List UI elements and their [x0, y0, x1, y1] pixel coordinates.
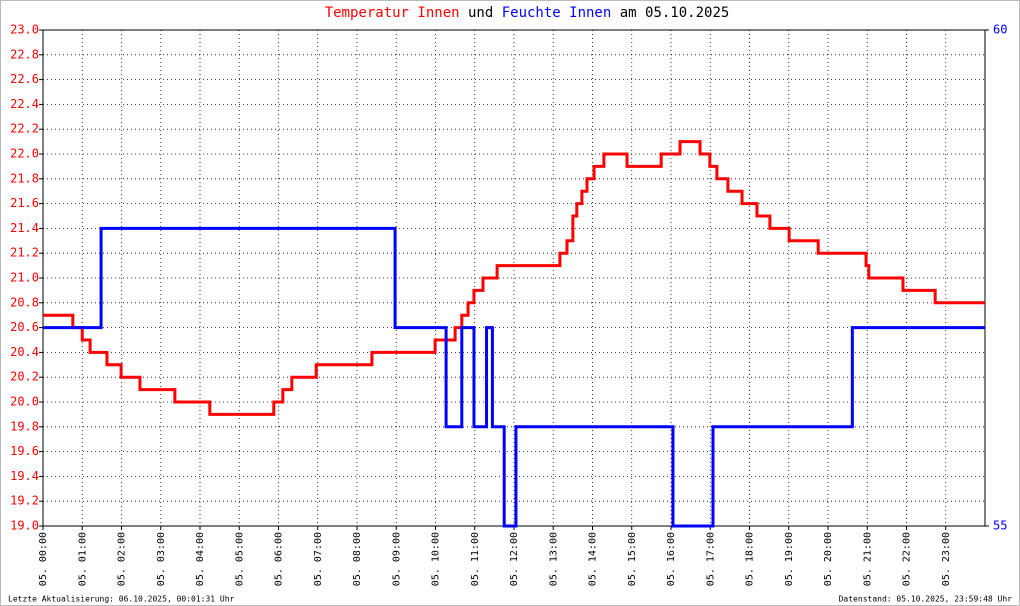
x-tick-label: 05. 09:00: [391, 532, 402, 586]
y-tick-label: 22.8: [10, 47, 39, 61]
y-tick-label: 20.0: [10, 395, 39, 409]
y-tick-label: 20.8: [10, 295, 39, 309]
x-tick-label: 05. 07:00: [313, 532, 324, 586]
x-tick-label: 05. 23:00: [941, 532, 952, 586]
y-tick-label: 19.6: [10, 444, 39, 458]
x-tick-label: 05. 15:00: [627, 532, 638, 586]
x-tick-label: 05. 00:00: [38, 532, 49, 586]
x-tick-label: 05. 11:00: [470, 532, 481, 586]
title-date: am 05.10.2025: [620, 5, 730, 21]
series-line: [43, 140, 985, 416]
y-tick-label: 20.2: [10, 370, 39, 384]
x-tick-label: 05. 17:00: [705, 532, 716, 586]
y-tick-label: 21.2: [10, 246, 39, 260]
y-tick-label: 19.8: [10, 419, 39, 433]
title-connector: und: [468, 5, 493, 21]
x-tick-label: 05. 14:00: [588, 532, 599, 586]
footer-left: Letzte Aktualisierung: 06.10.2025, 00:01…: [8, 595, 235, 604]
x-tick-label: 05. 20:00: [823, 532, 834, 586]
y-tick-label: 22.0: [10, 147, 39, 161]
x-tick-label: 05. 16:00: [666, 532, 677, 586]
y-tick-label: 21.4: [10, 221, 39, 235]
x-tick-label: 05. 05:00: [234, 532, 245, 586]
y-tick-label: 19.2: [10, 494, 39, 508]
y-tick-label: 21.8: [10, 171, 39, 185]
x-tick-label: 05. 18:00: [745, 532, 756, 586]
y-tick-label: 23.0: [10, 23, 39, 37]
x-tick-label: 05. 04:00: [195, 532, 206, 586]
y-tick-label: 21.6: [10, 196, 39, 210]
title-series-1: Temperatur Innen: [325, 5, 460, 21]
y2-tick-label: 60: [993, 23, 1007, 37]
y-tick-label: 22.4: [10, 97, 39, 111]
y-tick-label: 20.4: [10, 345, 39, 359]
series-line: [43, 226, 985, 528]
x-tick-label: 05. 12:00: [509, 532, 520, 586]
y-tick-label: 22.2: [10, 122, 39, 136]
y-tick-label: 22.6: [10, 72, 39, 86]
title-series-2: Feuchte Innen: [502, 5, 612, 21]
x-tick-label: 05. 22:00: [902, 532, 913, 586]
x-tick-label: 05. 13:00: [548, 532, 559, 586]
x-tick-label: 05. 02:00: [117, 532, 128, 586]
x-tick-label: 05. 06:00: [274, 532, 285, 586]
y-tick-label: 19.4: [10, 469, 39, 483]
x-tick-label: 05. 21:00: [862, 532, 873, 586]
y-tick-label: 19.0: [10, 519, 39, 533]
y-tick-label: 20.6: [10, 320, 39, 334]
x-tick-label: 05. 03:00: [156, 532, 167, 586]
x-tick-label: 05. 10:00: [431, 532, 442, 586]
footer-right: Datenstand: 05.10.2025, 23:59:48 Uhr: [839, 595, 1013, 604]
x-tick-label: 05. 08:00: [352, 532, 363, 586]
y2-tick-label: 55: [993, 519, 1007, 533]
chart-title: Temperatur Innen und Feuchte Innen am 05…: [325, 5, 730, 21]
y-tick-label: 21.0: [10, 271, 39, 285]
x-tick-label: 05. 19:00: [784, 532, 795, 586]
x-tick-label: 05. 01:00: [77, 532, 88, 586]
